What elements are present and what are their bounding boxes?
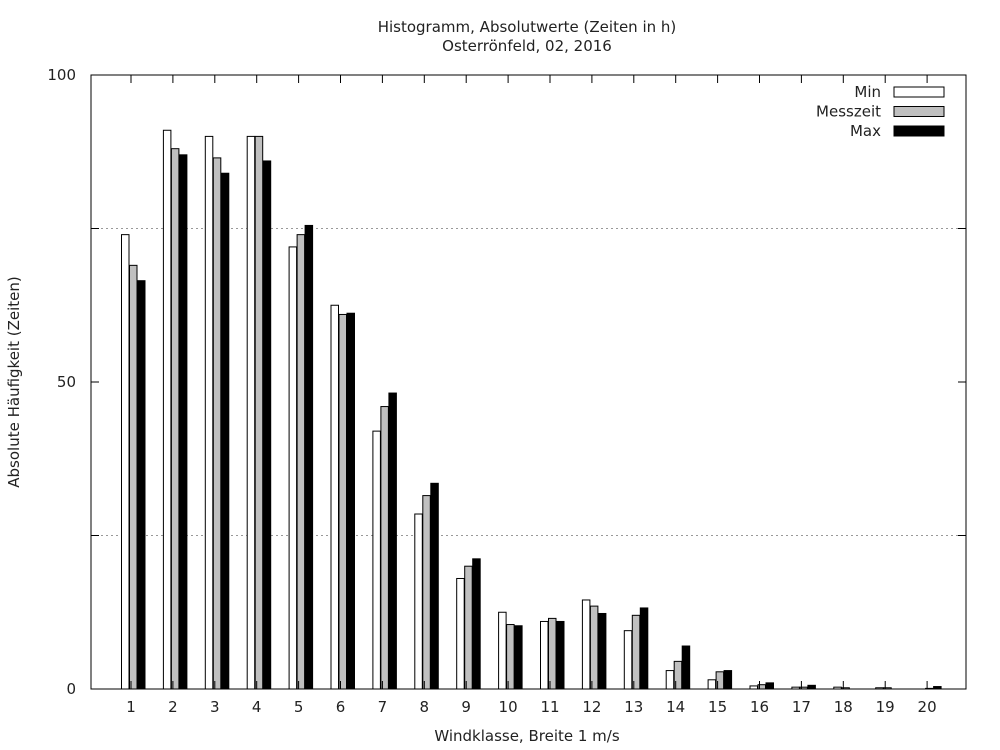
bar-messzeit [548, 617, 557, 690]
bar-min [665, 670, 675, 690]
bar-min [540, 620, 549, 690]
bar-messzeit [296, 234, 306, 690]
x-tick-label: 14 [666, 698, 685, 716]
bar-max [681, 645, 691, 690]
bar-messzeit [464, 565, 473, 690]
bar-max [137, 280, 146, 690]
bar-max [514, 625, 523, 690]
x-tick-label: 18 [834, 698, 853, 716]
bar-min [121, 234, 130, 690]
bar-max [597, 612, 607, 690]
chart-subtitle: Osterrönfeld, 02, 2016 [442, 37, 612, 55]
x-tick-label: 2 [168, 698, 178, 716]
bar-messzeit [338, 313, 347, 690]
bar-messzeit [422, 495, 431, 690]
bar-max [472, 558, 481, 690]
bar-max [639, 607, 649, 690]
bar-min [707, 679, 717, 690]
x-axis-label: Windklasse, Breite 1 m/s [434, 727, 620, 745]
chart-title: Histogramm, Absolutwerte (Zeiten in h) [378, 18, 677, 36]
bar-min [623, 630, 633, 690]
x-tick-label: 16 [750, 698, 769, 716]
y-axis-label: Absolute Häufigkeit (Zeiten) [5, 276, 23, 487]
bar-max [304, 224, 314, 690]
bar-min [162, 129, 172, 690]
bar-min [498, 611, 507, 690]
bar-min [204, 135, 214, 690]
legend-label: Max [850, 122, 881, 140]
x-tick-label: 15 [708, 698, 727, 716]
bar-min [246, 135, 256, 690]
x-tick-label: 13 [624, 698, 643, 716]
x-tick-label: 20 [918, 698, 937, 716]
bar-messzeit [129, 264, 138, 690]
y-tick-label: 100 [47, 66, 76, 84]
y-tick-label: 50 [57, 373, 76, 391]
x-tick-label: 7 [378, 698, 388, 716]
x-tick-label: 1 [126, 698, 136, 716]
bar-max [556, 620, 565, 690]
bar-messzeit [212, 157, 222, 690]
x-tick-label: 10 [499, 698, 518, 716]
bar-max [388, 392, 397, 690]
bar-messzeit [170, 148, 180, 690]
x-tick-label: 8 [420, 698, 430, 716]
legend-label: Messzeit [816, 103, 881, 121]
bar-min [372, 430, 381, 690]
bar-min [456, 577, 465, 690]
bar-min [330, 304, 339, 690]
x-tick-label: 17 [792, 698, 811, 716]
x-tick-label: 6 [336, 698, 346, 716]
x-tick-label: 19 [876, 698, 895, 716]
bar-max [765, 682, 774, 690]
bar-messzeit [380, 406, 389, 690]
bar-max [346, 312, 355, 690]
bar-messzeit [254, 135, 264, 690]
bar-messzeit [506, 624, 515, 690]
legend-swatch [893, 106, 945, 117]
bar-min [288, 246, 298, 690]
bar-max [430, 482, 439, 690]
bar-max [178, 154, 188, 690]
bar-max [723, 670, 733, 690]
y-tick-label: 0 [66, 680, 76, 698]
x-tick-label: 12 [582, 698, 601, 716]
bar-max [220, 172, 230, 690]
bar-messzeit [631, 614, 641, 690]
bar-min [414, 513, 423, 690]
bar-messzeit [589, 605, 599, 690]
x-tick-label: 9 [461, 698, 471, 716]
x-tick-label: 3 [210, 698, 220, 716]
bars [121, 129, 942, 690]
legend-label: Min [854, 83, 881, 101]
bar-min [581, 599, 591, 690]
bar-max [262, 160, 272, 690]
x-tick-label: 4 [252, 698, 262, 716]
legend-swatch [893, 86, 945, 98]
x-tick-label: 5 [294, 698, 304, 716]
bar-max [807, 684, 816, 690]
grid-lines [91, 228, 966, 536]
x-tick-label: 11 [540, 698, 559, 716]
legend-swatch [893, 125, 945, 137]
